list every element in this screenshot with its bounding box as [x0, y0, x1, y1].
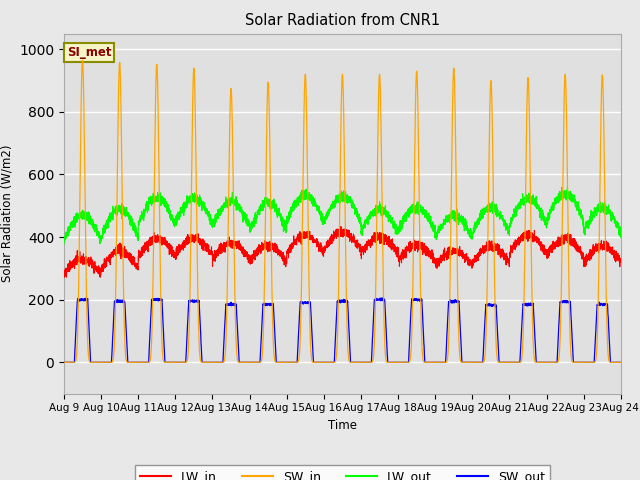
LW_in: [617, 259, 625, 265]
SW_in: [60, 360, 68, 365]
Line: LW_in: LW_in: [64, 227, 621, 277]
LW_out: [467, 232, 475, 238]
LW_out: [499, 216, 506, 222]
LW_out: [617, 235, 625, 240]
LW_in: [161, 241, 168, 247]
LW_out: [564, 184, 572, 190]
Legend: LW_in, SW_in, LW_out, SW_out: LW_in, SW_in, LW_out, SW_out: [134, 465, 550, 480]
LW_out: [436, 221, 444, 227]
Line: LW_out: LW_out: [64, 187, 621, 244]
LW_in: [337, 224, 345, 229]
LW_in: [436, 259, 444, 264]
LW_out: [616, 228, 624, 234]
LW_out: [160, 203, 168, 208]
LW_in: [60, 274, 68, 280]
SW_out: [616, 360, 624, 365]
SW_in: [436, 360, 444, 365]
SW_in: [616, 360, 624, 365]
Line: SW_in: SW_in: [64, 60, 621, 362]
SW_out: [60, 360, 68, 365]
LW_out: [60, 241, 68, 247]
SW_in: [79, 58, 86, 63]
SW_out: [322, 360, 330, 365]
SW_in: [322, 360, 330, 365]
SW_in: [499, 360, 507, 365]
SW_out: [499, 360, 507, 365]
SW_in: [467, 360, 475, 365]
Line: SW_out: SW_out: [64, 298, 621, 362]
LW_in: [499, 251, 507, 256]
SW_out: [436, 360, 444, 365]
SW_out: [160, 341, 168, 347]
LW_out: [322, 214, 330, 220]
Title: Solar Radiation from CNR1: Solar Radiation from CNR1: [245, 13, 440, 28]
LW_in: [616, 257, 624, 263]
SW_out: [467, 360, 475, 365]
SW_in: [617, 360, 625, 365]
LW_in: [468, 260, 476, 266]
Y-axis label: Solar Radiation (W/m2): Solar Radiation (W/m2): [1, 145, 13, 282]
LW_in: [322, 245, 330, 251]
SW_out: [617, 360, 625, 365]
X-axis label: Time: Time: [328, 419, 357, 432]
SW_in: [161, 359, 168, 365]
Text: SI_met: SI_met: [67, 46, 111, 59]
SW_out: [378, 295, 386, 300]
LW_in: [97, 275, 104, 280]
